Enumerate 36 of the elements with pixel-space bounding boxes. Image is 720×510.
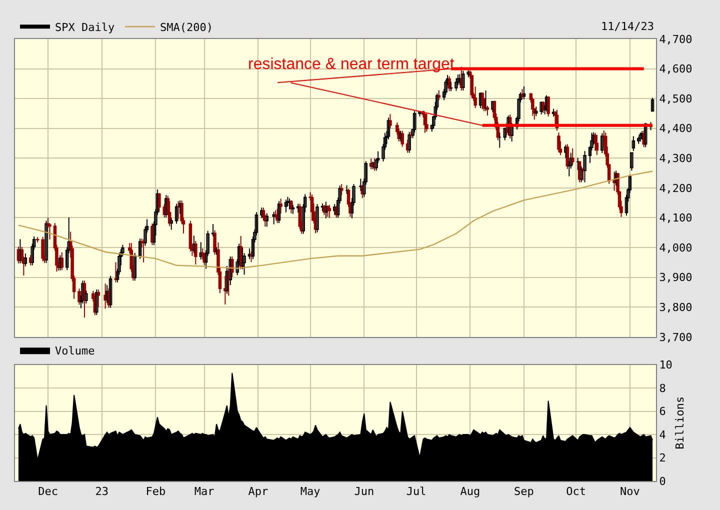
y-tick-label: 8 (659, 382, 666, 395)
y-tick-label: 0 (659, 474, 666, 488)
x-tick-label: Nov (620, 485, 640, 498)
x-tick-label: Mar (194, 485, 215, 498)
x-tick-label: Sep (514, 485, 534, 498)
y-tick-label: 4,600 (659, 62, 692, 76)
y-tick-label: 4,300 (659, 152, 692, 166)
y-tick-label: 3,700 (659, 330, 692, 344)
legend-label: Volume (55, 344, 95, 358)
y-tick-label: 3,800 (659, 300, 692, 314)
x-tick-label: May (300, 485, 321, 498)
x-tick-label: Feb (146, 485, 166, 498)
x-tick-label: Oct (566, 485, 586, 498)
x-tick-label: Aug (460, 485, 480, 498)
x-tick-label: Dec (38, 485, 58, 498)
x-tick-label: Apr (248, 485, 269, 498)
x-tick-label: Jul (406, 485, 426, 498)
x-tick-label: Jun (354, 485, 374, 498)
annotation: resistance & near term target (248, 56, 455, 73)
y-axis-title: Billions (674, 396, 687, 450)
x-tick-label: 23 (95, 485, 108, 498)
y-tick-label: 2 (659, 452, 666, 465)
y-tick-label: 4,500 (659, 92, 692, 106)
y-tick-label: 10 (659, 358, 672, 372)
y-tick-label: 4,000 (659, 241, 692, 254)
y-tick-label: 6 (659, 405, 666, 418)
text: 11/14/23 (601, 20, 654, 33)
y-tick-label: 4 (659, 428, 666, 442)
legend-label: SPX Daily (55, 20, 115, 34)
y-tick-label: 4,100 (659, 212, 692, 225)
y-tick-label: 4,700 (659, 32, 692, 46)
y-tick-label: 3,900 (659, 271, 692, 284)
legend-label: SMA(200) (160, 20, 213, 34)
y-tick-label: 4,400 (659, 122, 692, 136)
candlestick (36, 236, 40, 243)
y-tick-label: 4,200 (659, 182, 692, 195)
